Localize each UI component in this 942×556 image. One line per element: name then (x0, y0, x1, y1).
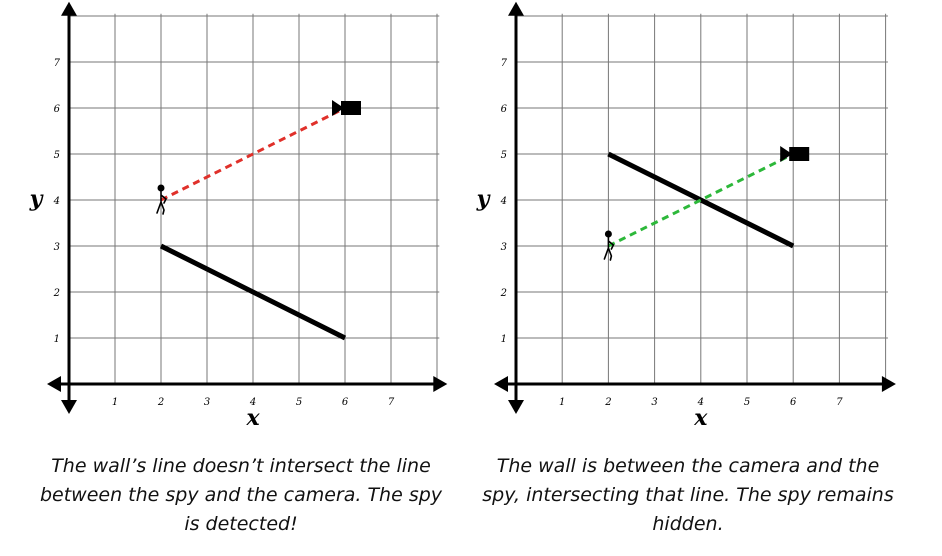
y-axis-label: y (476, 186, 492, 212)
x-tick-label: 4 (249, 397, 256, 408)
y-tick-label: 3 (501, 242, 507, 253)
sight-line (160, 106, 346, 202)
y-tick-label: 1 (501, 334, 507, 345)
y-axis-down-arrow (508, 400, 524, 414)
left-coordinate-plane: 1 2 3 4 5 6 7 1 2 3 4 5 6 7 x y (29, 1, 448, 431)
camera-lens (780, 146, 793, 162)
x-tick-label: 7 (388, 397, 395, 408)
spy-body (156, 190, 168, 215)
y-tick-label: 4 (500, 196, 507, 207)
x-tick-label: 2 (604, 397, 611, 408)
x-axis-label: x (693, 405, 708, 431)
x-tick-label: 6 (790, 397, 797, 408)
y-axis-up-arrow (61, 1, 77, 16)
x-axis-left-arrow (494, 376, 508, 392)
right-coordinate-plane: 1 2 3 4 5 6 7 1 2 3 4 5 6 7 x y (476, 1, 896, 431)
y-tick-label: 3 (54, 242, 60, 253)
y-tick-label: 1 (54, 334, 60, 345)
x-tick-label: 3 (651, 397, 657, 408)
spy-body (603, 236, 615, 261)
x-axis-left-arrow (47, 376, 61, 392)
right-caption: The wall is between the camera and the s… (482, 455, 894, 535)
camera-lens (332, 100, 344, 116)
video-camera-icon (780, 146, 810, 162)
x-tick-label: 1 (559, 397, 565, 408)
x-tick-label: 2 (157, 397, 164, 408)
y-tick-label: 2 (500, 288, 507, 299)
y-axis-down-arrow (61, 400, 77, 414)
x-tick-label: 1 (112, 397, 118, 408)
x-tick-label: 5 (296, 397, 302, 408)
stick-figure-icon (603, 230, 615, 261)
y-tick-label: 2 (53, 288, 60, 299)
y-axis-label: y (29, 186, 45, 212)
y-axis-up-arrow (508, 1, 524, 16)
y-tick-label: 6 (501, 104, 508, 115)
x-tick-label: 3 (204, 397, 210, 408)
x-axis-right-arrow (881, 376, 896, 392)
camera-body (789, 147, 810, 161)
x-tick-label: 4 (697, 397, 704, 408)
spy-head (157, 184, 165, 192)
stick-figure-icon (156, 184, 168, 215)
y-tick-label: 5 (501, 150, 507, 161)
y-tick-label: 7 (501, 58, 508, 69)
y-tick-label: 6 (54, 104, 61, 115)
x-axis-label: x (245, 405, 260, 431)
wall-segment (159, 243, 347, 341)
y-tick-label: 7 (54, 58, 61, 69)
wall-segment (607, 151, 795, 249)
y-tick-label: 5 (54, 150, 60, 161)
left-caption: The wall’s line doesn’t intersect the li… (39, 455, 443, 535)
spy-head (604, 230, 612, 238)
sight-line (607, 152, 794, 248)
x-tick-label: 7 (836, 397, 843, 408)
y-tick-label: 4 (53, 196, 60, 207)
axes (47, 1, 448, 414)
x-axis-right-arrow (433, 376, 448, 392)
grid (69, 13, 440, 384)
axes (494, 1, 896, 414)
x-tick-label: 6 (342, 397, 349, 408)
video-camera-icon (332, 100, 361, 116)
camera-body (341, 101, 361, 115)
x-tick-label: 5 (744, 397, 750, 408)
